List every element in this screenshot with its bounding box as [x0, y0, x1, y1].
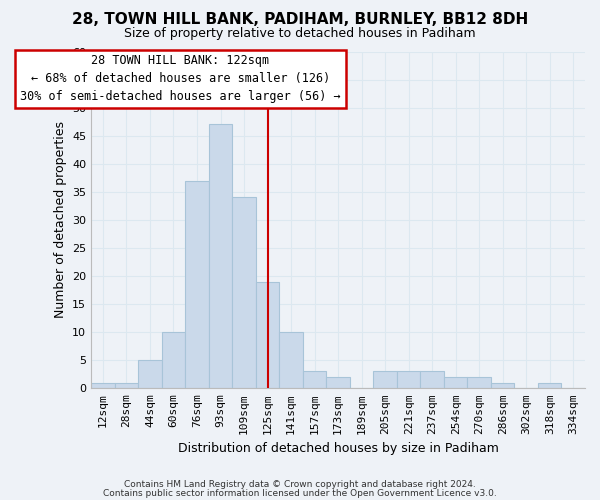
Text: 28 TOWN HILL BANK: 122sqm
← 68% of detached houses are smaller (126)
30% of semi: 28 TOWN HILL BANK: 122sqm ← 68% of detac… [20, 54, 341, 104]
Text: Contains public sector information licensed under the Open Government Licence v3: Contains public sector information licen… [103, 489, 497, 498]
Bar [421, 372, 444, 388]
Bar [467, 377, 491, 388]
Bar [232, 198, 256, 388]
Bar [444, 377, 467, 388]
Bar [279, 332, 303, 388]
Text: Contains HM Land Registry data © Crown copyright and database right 2024.: Contains HM Land Registry data © Crown c… [124, 480, 476, 489]
Y-axis label: Number of detached properties: Number of detached properties [53, 122, 67, 318]
Bar [397, 372, 421, 388]
Bar [115, 382, 138, 388]
Text: 28, TOWN HILL BANK, PADIHAM, BURNLEY, BB12 8DH: 28, TOWN HILL BANK, PADIHAM, BURNLEY, BB… [72, 12, 528, 28]
Text: Size of property relative to detached houses in Padiham: Size of property relative to detached ho… [124, 28, 476, 40]
Bar [538, 382, 562, 388]
Bar [491, 382, 514, 388]
Bar [91, 382, 115, 388]
Bar [303, 372, 326, 388]
Bar [326, 377, 350, 388]
Bar [209, 124, 232, 388]
Bar [162, 332, 185, 388]
Bar [185, 180, 209, 388]
Bar [373, 372, 397, 388]
Bar [138, 360, 162, 388]
Bar [256, 282, 279, 389]
X-axis label: Distribution of detached houses by size in Padiham: Distribution of detached houses by size … [178, 442, 499, 455]
